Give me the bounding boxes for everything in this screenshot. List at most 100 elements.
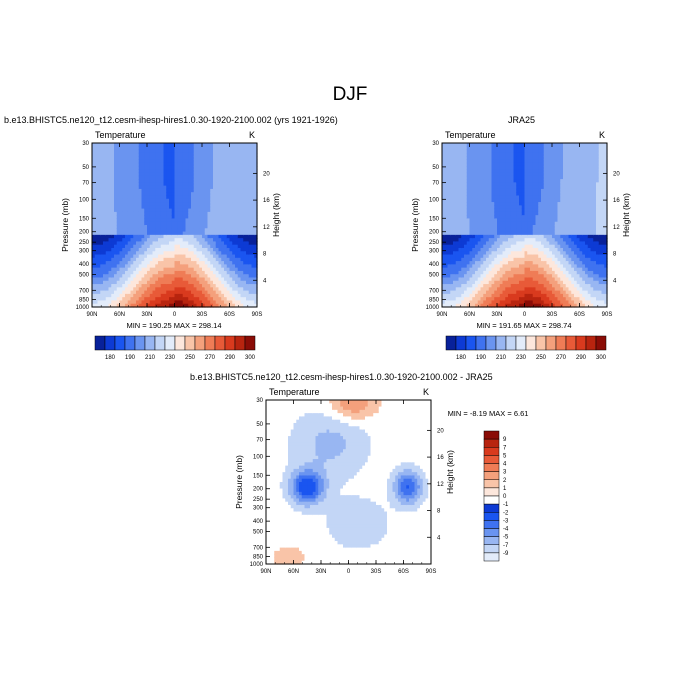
field-cell: [116, 234, 121, 239]
field-cell: [494, 244, 498, 249]
field-cell: [248, 297, 253, 302]
field-cell: [464, 293, 468, 298]
field-cell: [92, 149, 96, 154]
colorbar-box: [194, 335, 206, 351]
field-cell: [491, 254, 495, 259]
field-cell: [486, 169, 490, 174]
field-cell: [174, 205, 178, 210]
field-cell: [155, 162, 159, 167]
field-cell: [100, 264, 104, 269]
field-cell: [138, 247, 143, 252]
field-cell: [138, 221, 143, 226]
field-cell: [191, 297, 195, 302]
field-cell: [461, 270, 465, 275]
field-cell: [116, 267, 121, 272]
field-cell: [541, 221, 545, 226]
field-cell: [182, 261, 187, 265]
field-cell: [215, 277, 220, 282]
field-cell: [119, 293, 123, 298]
field-cell: [541, 218, 545, 223]
field-cell: [505, 238, 509, 242]
field-cell: [111, 257, 115, 262]
field-cell: [486, 225, 490, 229]
field-cell: [477, 251, 482, 256]
field-cell: [469, 211, 473, 216]
field-cell: [92, 195, 96, 200]
field-cell: [218, 270, 222, 275]
field-cell: [486, 287, 490, 292]
field-cell: [519, 280, 523, 285]
field-cell: [519, 149, 523, 154]
field-cell: [94, 293, 99, 298]
field-cell: [169, 290, 173, 295]
field-cell: [240, 218, 244, 223]
field-cell: [535, 238, 539, 242]
field-cell: [486, 205, 490, 210]
field-cell: [149, 284, 154, 288]
field-cell: [105, 274, 110, 279]
field-cell: [543, 241, 548, 246]
field-cell: [199, 192, 203, 197]
field-cell: [472, 238, 476, 242]
field-cell: [166, 149, 170, 154]
field-cell: [199, 215, 203, 220]
field-cell: [461, 208, 465, 213]
field-cell: [177, 238, 181, 242]
field-cell: [232, 247, 236, 252]
field-cell: [472, 159, 476, 164]
field-cell: [204, 287, 209, 292]
field-cell: [480, 270, 484, 275]
field-cell: [155, 274, 159, 279]
field-cell: [149, 303, 154, 308]
field-cell: [442, 152, 446, 157]
field-cell: [472, 221, 476, 226]
field-cell: [218, 156, 222, 160]
field-cell: [254, 254, 258, 259]
field-cell: [188, 254, 192, 259]
field-cell: [114, 192, 118, 197]
field-cell: [472, 225, 476, 229]
field-cell: [510, 297, 515, 302]
field-cell: [469, 152, 473, 157]
field-cell: [530, 146, 534, 151]
field-cell: [535, 152, 539, 157]
field-cell: [177, 195, 181, 200]
field-cell: [224, 287, 228, 292]
field-cell: [510, 274, 515, 279]
field-cell: [541, 182, 545, 187]
field-cell: [491, 185, 495, 190]
field-cell: [447, 169, 451, 174]
field-cell: [207, 169, 211, 174]
field-cell: [444, 165, 449, 170]
field-cell: [491, 290, 495, 295]
field-cell: [444, 264, 449, 269]
field-cell: [251, 221, 255, 226]
field-cell: [524, 254, 528, 259]
field-cell: [505, 264, 509, 269]
field-cell: [508, 159, 512, 164]
field-cell: [519, 267, 523, 272]
field-cell: [524, 277, 528, 282]
field-cell: [152, 303, 156, 308]
field-cell: [488, 228, 493, 233]
field-cell: [510, 267, 515, 272]
field-cell: [108, 179, 112, 183]
field-cell: [133, 172, 137, 177]
field-cell: [524, 244, 528, 249]
field-cell: [202, 172, 206, 177]
field-cell: [94, 188, 99, 193]
field-cell: [543, 205, 548, 210]
field-cell: [483, 231, 487, 236]
field-cell: [513, 198, 517, 203]
field-cell: [215, 175, 220, 180]
field-cell: [218, 188, 222, 193]
field-cell: [235, 267, 239, 272]
field-cell: [182, 274, 187, 279]
field-cell: [160, 182, 165, 187]
field-cell: [543, 257, 548, 262]
field-cell: [224, 182, 228, 187]
field-cell: [196, 149, 200, 154]
field-cell: [199, 251, 203, 256]
field-cell: [226, 169, 231, 174]
field-cell: [532, 231, 537, 236]
